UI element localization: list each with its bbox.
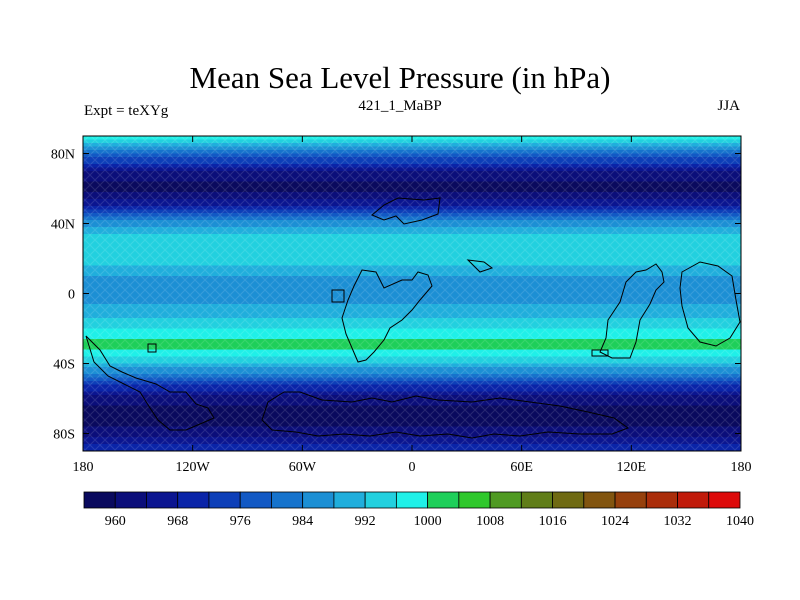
x-tick-label: 0 <box>409 460 416 475</box>
colorbar-swatch <box>677 491 710 509</box>
colorbar-label: 1040 <box>726 514 754 529</box>
x-tick-label: 60W <box>289 460 317 475</box>
x-tick-label: 120E <box>617 460 647 475</box>
colorbar-swatch <box>239 491 272 509</box>
colorbar-swatch <box>177 491 210 509</box>
colorbar-swatch <box>114 491 147 509</box>
y-tick-label: 0 <box>68 288 75 303</box>
coastline-north-america <box>371 197 441 225</box>
coastline-south-america <box>85 335 215 431</box>
colorbar-swatch <box>333 491 366 509</box>
colorbar-swatch <box>489 491 522 509</box>
y-tick-label: 80N <box>51 148 75 163</box>
coastline-australia <box>679 261 741 347</box>
colorbar-swatch <box>614 491 647 509</box>
y-tick-label: 80S <box>53 428 75 443</box>
coastline-antarctica <box>261 391 630 439</box>
chart-title: Mean Sea Level Pressure (in hPa) <box>189 60 611 95</box>
colorbar-label: 1032 <box>664 514 692 529</box>
colorbar-label: 968 <box>167 514 188 529</box>
colorbar-label: 1008 <box>476 514 504 529</box>
colorbar-swatch <box>395 491 429 509</box>
colorbar-swatch <box>552 491 585 509</box>
colorbar-label: 1024 <box>601 514 629 529</box>
chart-subtitle: 421_1_MaBP <box>358 98 442 114</box>
coastline-africa <box>341 269 433 363</box>
colorbar-swatch <box>645 491 678 509</box>
x-tick-label: 180 <box>731 460 752 475</box>
colorbar-label: 976 <box>230 514 251 529</box>
coastline-small-2 <box>591 349 609 357</box>
x-tick-label: 120W <box>176 460 211 475</box>
colorbar-swatch <box>302 491 335 509</box>
colorbar-swatch <box>427 491 460 509</box>
colorbar-swatch <box>364 491 397 509</box>
colorbar-swatch <box>146 491 179 509</box>
coastline-small-1 <box>147 343 157 353</box>
colorbar-label: 960 <box>105 514 126 529</box>
colorbar-label: 1016 <box>539 514 567 529</box>
colorbar-label: 984 <box>292 514 313 529</box>
experiment-label: Expt = teXYg <box>84 103 169 119</box>
season-label: JJA <box>717 98 740 114</box>
y-tick-label: 40N <box>51 218 75 233</box>
x-tick-label: 180 <box>73 460 94 475</box>
colorbar-swatch <box>458 491 491 509</box>
coastline-island-1 <box>331 289 345 303</box>
coastline-island-2 <box>466 259 494 273</box>
x-tick-label: 60E <box>510 460 533 475</box>
texture-overlay <box>83 136 741 451</box>
colorbar: 960 968 976 984 992 1000 1008 1016 1024 1032 1040 <box>83 491 754 529</box>
colorbar-label: 1000 <box>414 514 442 529</box>
colorbar-swatch <box>208 491 241 509</box>
colorbar-swatch <box>271 491 304 509</box>
colorbar-swatch <box>83 491 116 509</box>
colorbar-swatch <box>583 491 616 509</box>
coastlines <box>85 197 741 439</box>
y-tick-label: 40S <box>53 358 75 373</box>
y-axis: 80N 40N 0 40S 80S <box>51 148 741 443</box>
colorbar-swatch <box>520 491 553 509</box>
colorbar-label: 992 <box>355 514 376 529</box>
colorbar-swatch <box>708 491 741 509</box>
x-axis: 180 120W 60W 0 60E 120E 180 <box>73 136 752 475</box>
